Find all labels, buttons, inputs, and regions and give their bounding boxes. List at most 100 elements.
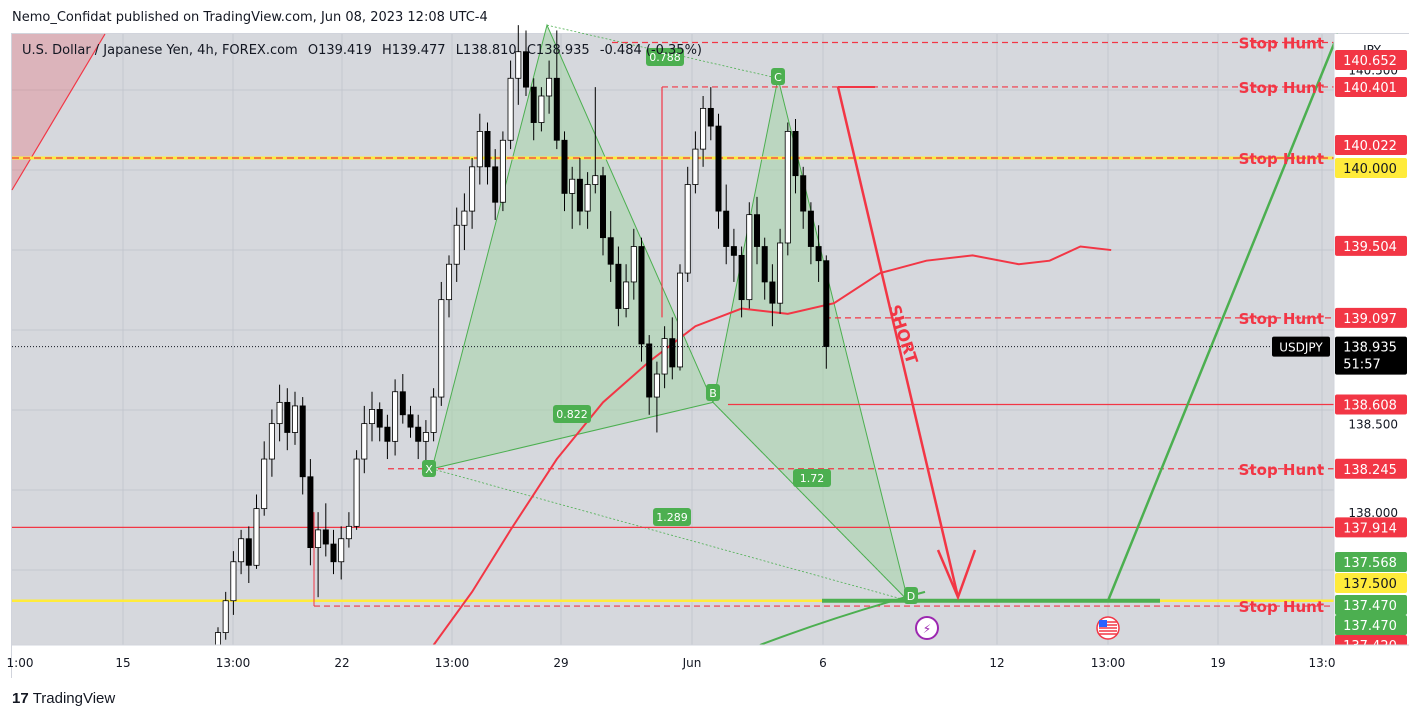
candle <box>807 210 814 247</box>
candle <box>569 178 576 194</box>
stop-hunt-label: Stop Hunt <box>1239 310 1324 328</box>
price-tag-bg <box>1335 517 1407 538</box>
x-tick-label: 12 <box>989 656 1004 670</box>
price-tag-bg <box>1335 135 1407 155</box>
countdown-label: 51:57 <box>1343 358 1380 373</box>
candle <box>792 131 799 177</box>
ratio-label: 0.822 <box>556 408 588 421</box>
candle <box>553 77 560 141</box>
price-tag-label: 137.470 <box>1343 599 1397 614</box>
short-arrow-line <box>836 86 960 598</box>
candle <box>430 396 437 433</box>
price-tag-bg <box>1335 76 1407 97</box>
candle <box>653 373 660 398</box>
point-x-label: X <box>425 463 433 476</box>
point-b-label: B <box>709 387 717 400</box>
candle <box>253 508 260 566</box>
candle <box>677 272 684 368</box>
candle <box>392 391 399 442</box>
price-tag-label: 138.608 <box>1343 398 1397 413</box>
x-tick-label: 13:00 <box>216 656 251 670</box>
candle <box>515 51 522 79</box>
candle <box>546 77 553 97</box>
legend-symbol: U.S. Dollar / Japanese Yen, 4h, FOREX.co… <box>22 43 298 58</box>
candle <box>476 131 483 168</box>
price-tag-bg <box>1335 615 1407 635</box>
chart-legend: U.S. Dollar / Japanese Yen, 4h, FOREX.co… <box>22 43 708 58</box>
price-tag: 140.652 <box>1335 50 1407 70</box>
price-tag-label: 138.245 <box>1343 463 1397 478</box>
candle <box>299 405 306 478</box>
tradingview-logo[interactable]: 17 TradingView <box>12 690 115 707</box>
candle <box>284 401 291 433</box>
ratio-label-bg <box>646 48 684 66</box>
candle <box>538 95 545 123</box>
candle <box>222 600 229 634</box>
trend-line-red <box>11 33 106 191</box>
point-c-label: C <box>774 71 782 84</box>
point-x-label-bg <box>422 460 436 477</box>
x-tick-label: 6 <box>819 656 827 670</box>
candle <box>761 246 768 283</box>
price-tag: 137.470 <box>1335 595 1407 615</box>
candle <box>684 184 691 274</box>
candle <box>507 77 514 141</box>
price-tag-label: 137.500 <box>1343 577 1397 592</box>
price-tag: 140.000 <box>1335 158 1407 178</box>
price-tag-bg <box>1335 595 1407 615</box>
candle <box>461 210 468 226</box>
x-tick-label: 15 <box>115 656 130 670</box>
candle <box>746 214 753 301</box>
candle <box>800 175 807 212</box>
harmonic-ac <box>546 24 779 79</box>
event-icon-earnings: ⚡ <box>915 616 939 640</box>
price-tag-bg <box>1335 307 1407 328</box>
price-tag: 137.568 <box>1335 552 1407 572</box>
x-tick-label: 22 <box>334 656 349 670</box>
point-d-label-bg <box>904 587 918 604</box>
candle <box>530 86 537 123</box>
price-tag: 138.608 <box>1335 394 1407 415</box>
candle <box>291 405 298 433</box>
candle <box>707 107 714 127</box>
x-tick-label: 13:00 <box>435 656 470 670</box>
candle <box>754 214 761 247</box>
tradingview-logo-text: TradingView <box>32 690 116 707</box>
y-tick-label: 138.000 <box>1348 506 1398 520</box>
point-b-label-bg <box>706 384 720 401</box>
y-tick-label: 138.500 <box>1348 418 1398 432</box>
lightning-icon <box>915 616 939 640</box>
candle <box>623 281 630 309</box>
tradingview-logo-icon: 17 <box>12 690 29 707</box>
point-d-label: D <box>907 590 915 603</box>
price-tag: 137.470 <box>1335 615 1407 635</box>
stop-hunt-label: Stop Hunt <box>1239 150 1324 168</box>
price-tag-label: 137.568 <box>1343 556 1397 571</box>
candle <box>561 139 568 194</box>
candle <box>484 131 491 168</box>
candle <box>823 260 830 347</box>
candle <box>692 148 699 185</box>
projection-line-up <box>1106 33 1340 602</box>
legend-low: L138.810 <box>455 43 517 58</box>
candle <box>576 178 583 212</box>
candle <box>422 432 429 442</box>
candle <box>338 538 345 563</box>
x-tick-label: Jun <box>682 656 702 670</box>
candle <box>777 242 784 304</box>
candle <box>638 246 645 345</box>
candle <box>607 237 614 265</box>
price-tag-bg <box>1335 235 1407 256</box>
legend-high: H139.477 <box>382 43 446 58</box>
price-tag-label: 140.652 <box>1343 54 1397 69</box>
price-tag: 139.504 <box>1335 235 1407 256</box>
candle <box>330 543 337 563</box>
candle <box>238 538 245 563</box>
price-tag-bg <box>1335 158 1407 178</box>
price-tag-label: 137.914 <box>1343 521 1397 536</box>
candle <box>738 254 745 301</box>
x-tick-label: 29 <box>553 656 568 670</box>
candle <box>445 263 452 301</box>
candle <box>815 246 822 262</box>
